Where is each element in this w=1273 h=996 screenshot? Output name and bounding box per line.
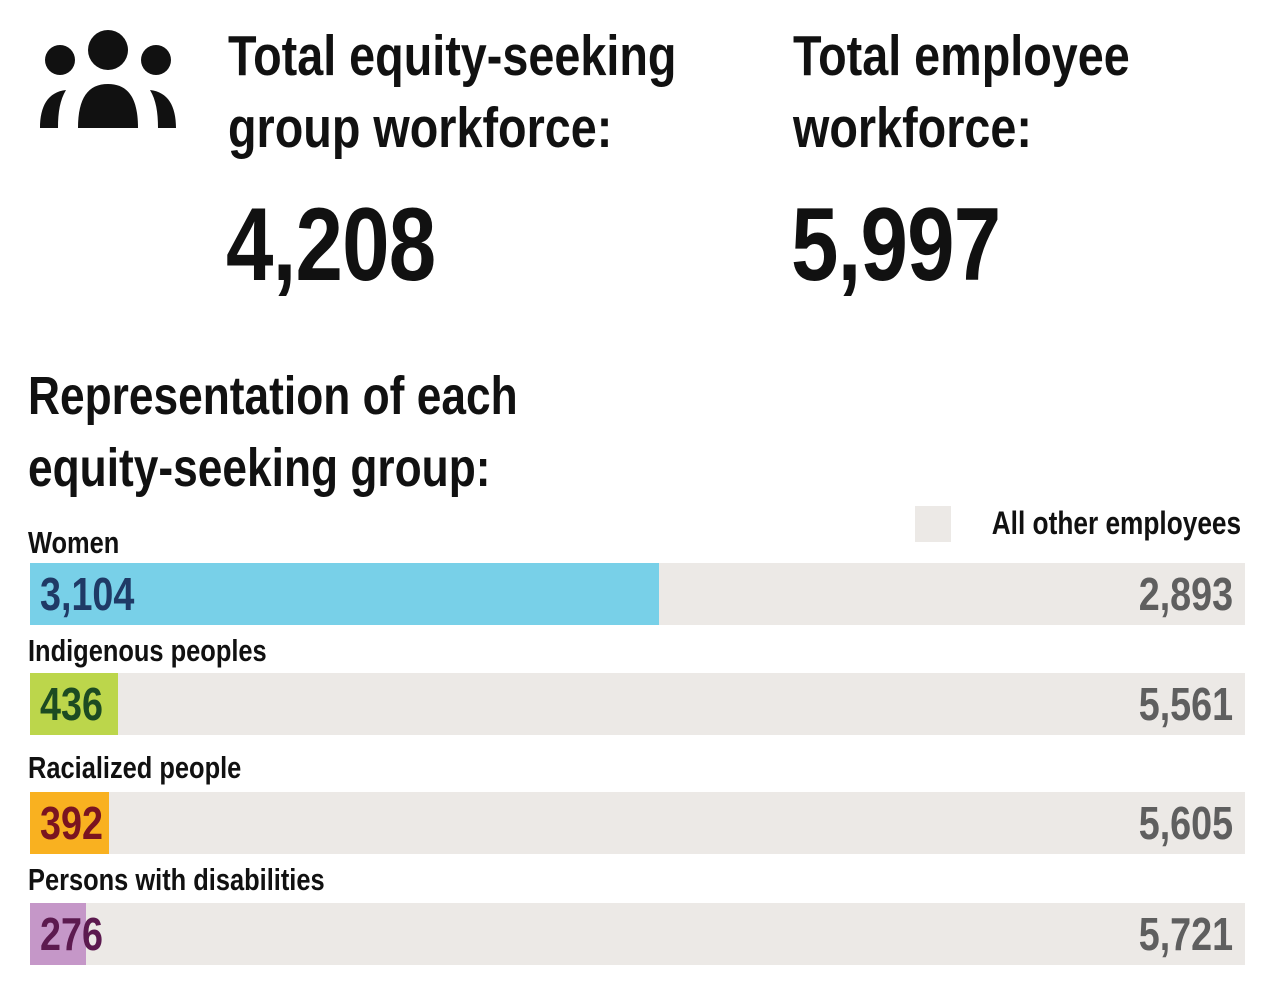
employee-total-label: Total employee workforce: [793, 24, 1130, 160]
bar-other-value-label: 2,893 [1138, 568, 1233, 620]
bar-value-label: 276 [40, 908, 103, 960]
bar-value-label: 392 [40, 797, 103, 849]
bar-all-other-employees: 436 5,561 [30, 673, 1245, 735]
bar-equity-group [30, 903, 86, 965]
equity-seeking-total-value: 4,208 [226, 187, 436, 303]
bar-other-value-label: 5,721 [1138, 908, 1233, 960]
section-title: Representation of each equity-seeking gr… [28, 366, 518, 498]
category-label: Racialized people [28, 750, 242, 785]
bar-value-label: 3,104 [40, 568, 135, 620]
bar-value-label: 436 [40, 678, 103, 730]
bar-all-other-employees: 392 5,605 [30, 792, 1245, 854]
category-label: Indigenous peoples [28, 633, 267, 668]
employee-total-value: 5,997 [791, 187, 1001, 303]
bar-equity-group [30, 563, 659, 625]
people-group-icon [40, 30, 176, 128]
bar-all-other-employees: 3,104 2,893 [30, 563, 1245, 625]
category-label: Persons with disabilities [28, 862, 325, 897]
bar-other-value-label: 5,561 [1138, 678, 1233, 730]
bar-other-value-label: 5,605 [1138, 797, 1233, 849]
bar-equity-group [30, 673, 118, 735]
equity-seeking-total-label: Total equity-seeking group workforce: [228, 24, 677, 160]
legend-label: All other employees [991, 505, 1241, 541]
bar-all-other-employees: 276 5,721 [30, 903, 1245, 965]
legend-swatch [915, 506, 951, 542]
category-label: Women [28, 525, 120, 560]
bar-equity-group [30, 792, 109, 854]
